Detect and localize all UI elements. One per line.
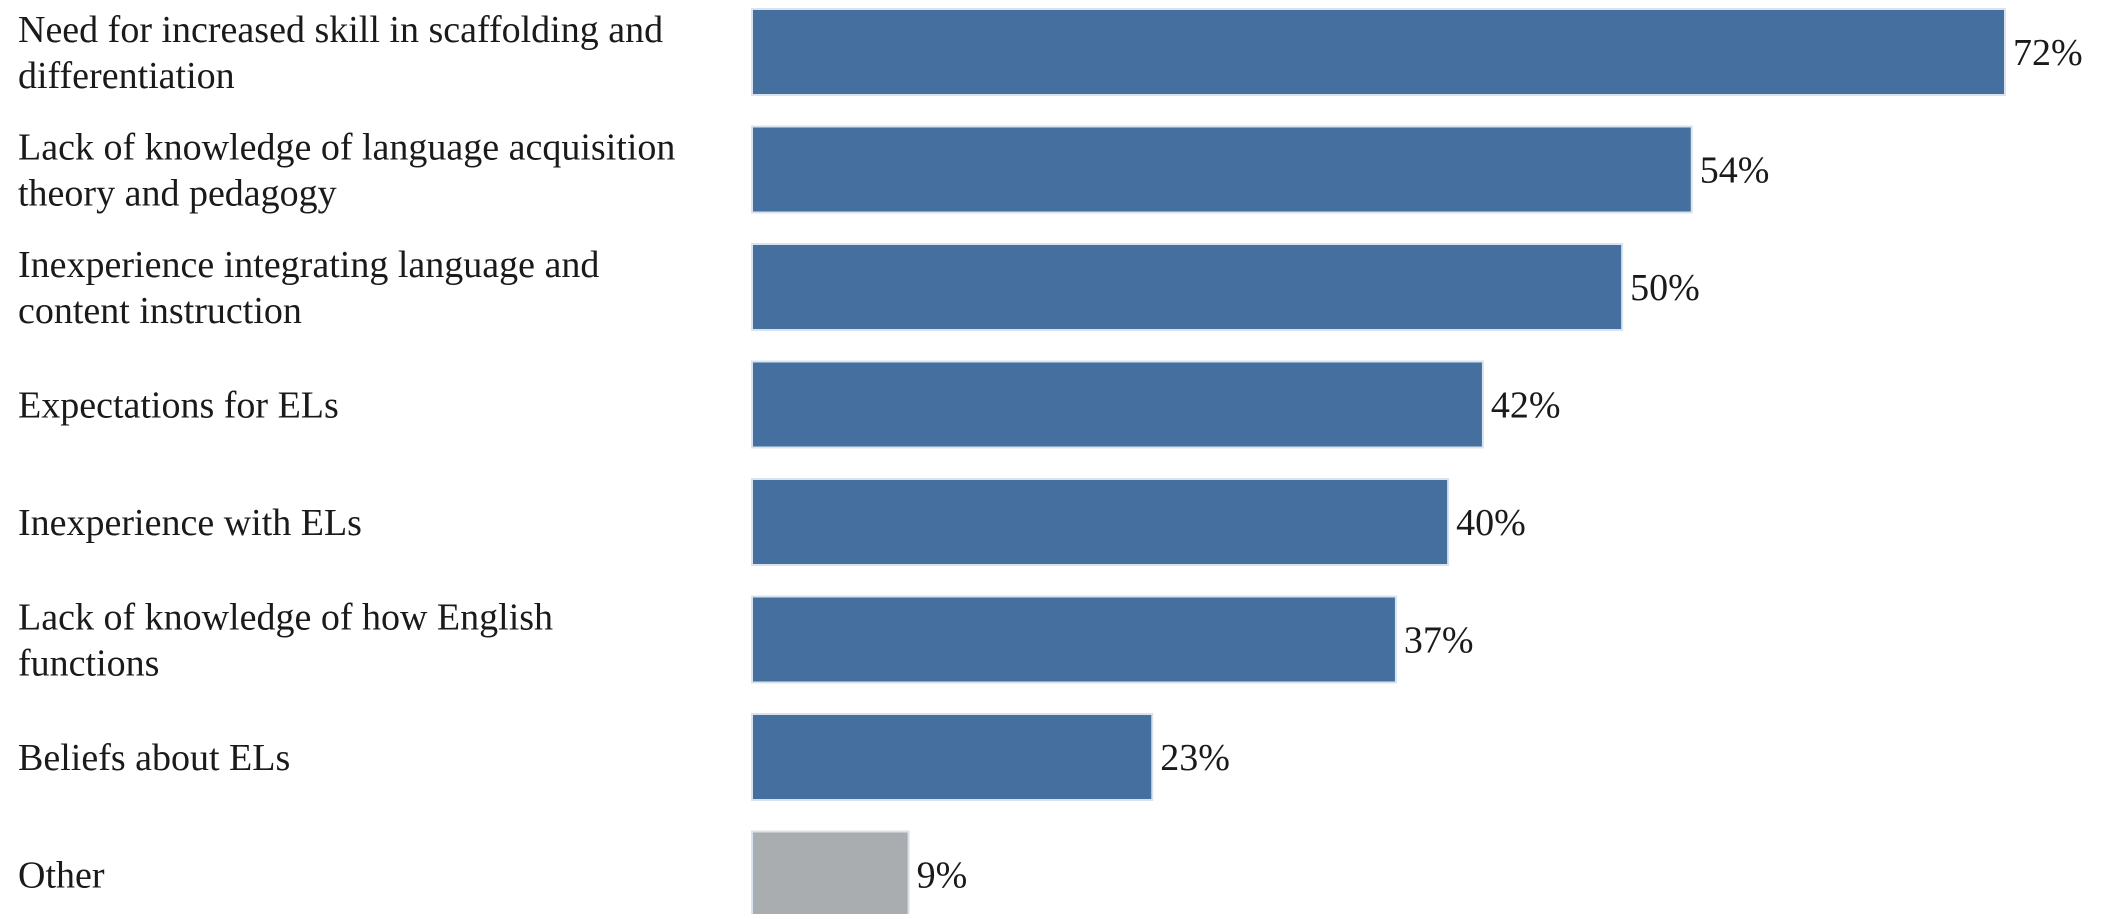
category-label-3-line-0: Expectations for ELs <box>18 385 339 427</box>
category-label-4: Inexperience with ELs <box>18 502 362 544</box>
value-label-0: 72% <box>2013 32 2083 74</box>
category-label-7-line-0: Other <box>18 855 105 897</box>
value-label-2: 50% <box>1630 267 1700 309</box>
value-label-3: 42% <box>1491 385 1561 427</box>
category-label-0: Need for increased skill in scaffolding … <box>18 9 663 97</box>
category-label-7: Other <box>18 855 105 897</box>
category-label-2-line-1: content instruction <box>18 290 302 332</box>
bar-7 <box>751 830 910 919</box>
category-label-0-line-1: differentiation <box>18 55 235 97</box>
category-label-5: Lack of knowledge of how Englishfunction… <box>18 597 553 685</box>
category-label-3: Expectations for ELs <box>18 385 339 427</box>
category-label-4-line-0: Inexperience with ELs <box>18 502 362 544</box>
category-label-2: Inexperience integrating language andcon… <box>18 244 599 332</box>
bar-0 <box>751 8 2006 96</box>
category-label-0-line-0: Need for increased skill in scaffolding … <box>18 9 663 51</box>
category-label-6-line-0: Beliefs about ELs <box>18 737 290 779</box>
category-label-1-line-0: Lack of knowledge of language acquisitio… <box>18 127 675 169</box>
value-label-7: 9% <box>917 855 968 897</box>
category-label-1-line-1: theory and pedagogy <box>18 173 337 215</box>
category-label-6: Beliefs about ELs <box>18 737 290 779</box>
bar-1 <box>751 125 1693 214</box>
value-label-1: 54% <box>1700 150 1770 192</box>
value-label-4: 40% <box>1456 502 1526 544</box>
bar-2 <box>751 243 1624 331</box>
value-label-6: 23% <box>1160 737 1230 779</box>
category-label-1: Lack of knowledge of language acquisitio… <box>18 127 675 215</box>
bar-3 <box>751 360 1484 449</box>
category-label-5-line-0: Lack of knowledge of how English <box>18 597 553 639</box>
bar-5 <box>751 595 1397 684</box>
bar-4 <box>751 478 1450 566</box>
category-label-5-line-1: functions <box>18 643 159 685</box>
category-label-2-line-0: Inexperience integrating language and <box>18 244 599 286</box>
value-label-5: 37% <box>1404 620 1474 662</box>
bar-6 <box>751 713 1154 801</box>
